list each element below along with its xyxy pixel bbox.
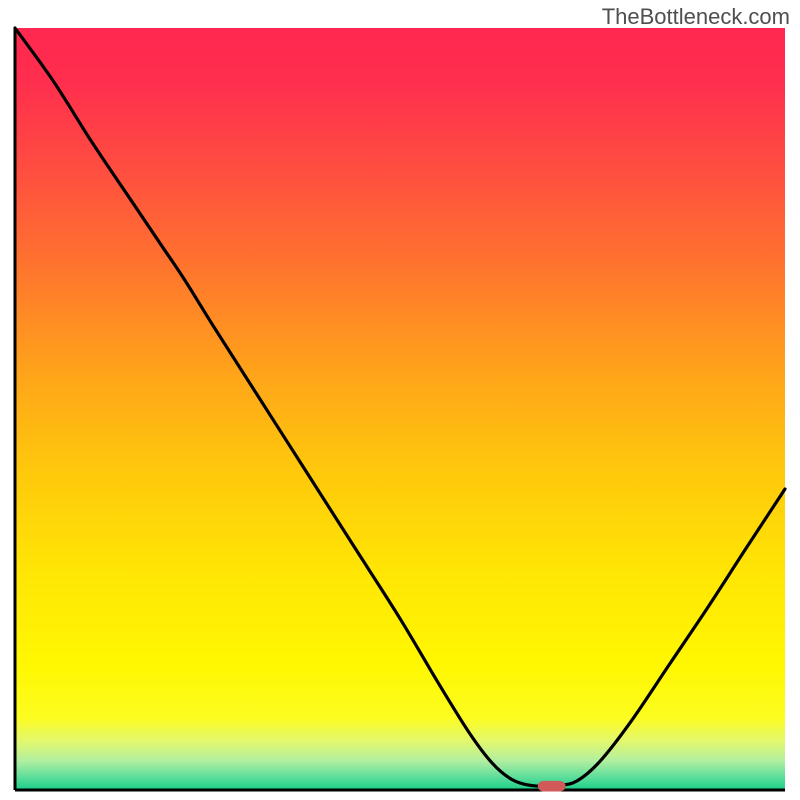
optimum-marker [538, 781, 566, 792]
bottleneck-chart [0, 0, 800, 800]
watermark-text: TheBottleneck.com [602, 4, 790, 30]
chart-background [15, 28, 785, 790]
